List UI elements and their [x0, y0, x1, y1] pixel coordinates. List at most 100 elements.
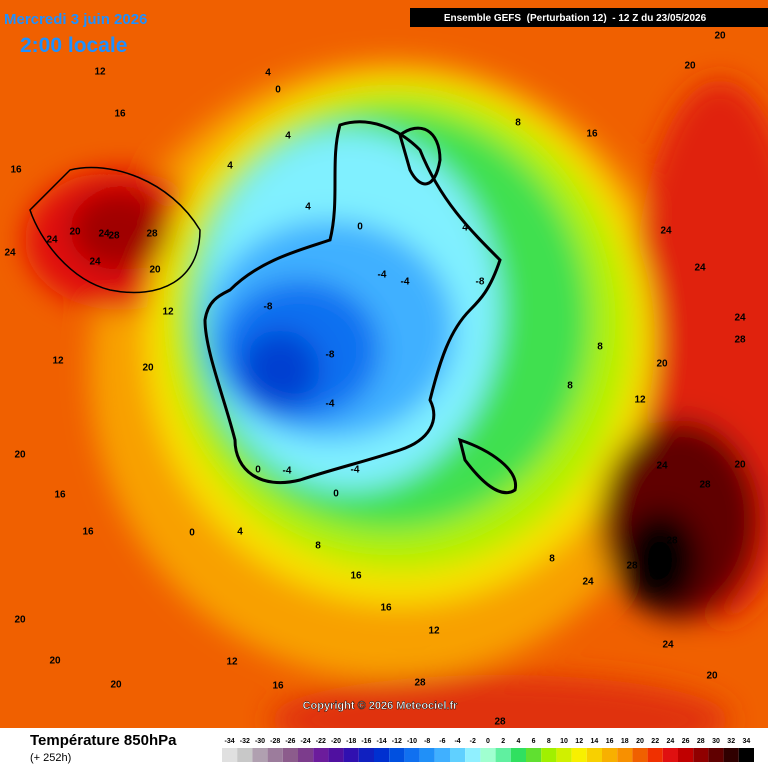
legend-tick: -30: [255, 738, 265, 745]
contour-label: 20: [14, 615, 26, 626]
legend-swatch: [480, 748, 496, 762]
contour-label: 28: [146, 229, 158, 240]
legend-swatch: [389, 748, 405, 762]
legend-swatch: [510, 748, 526, 762]
contour-label: 20: [734, 460, 746, 471]
legend-tick: -34: [225, 738, 235, 745]
run-info: Ensemble GEFS (Perturbation 12) - 12 Z d…: [444, 13, 707, 24]
contour-label: 20: [14, 450, 26, 461]
legend-swatch: [358, 748, 374, 762]
contour: [29, 166, 201, 294]
contour-label: 16: [114, 109, 126, 120]
legend-tick: -8: [424, 738, 430, 745]
zero-contour: [457, 437, 517, 495]
legend-swatch: [586, 748, 602, 762]
contour-label: 24: [662, 640, 674, 651]
contour-label: 0: [275, 85, 281, 96]
contour-label: 20: [49, 656, 61, 667]
legend-tick: -18: [346, 738, 356, 745]
contour-label: 4: [462, 223, 468, 234]
legend-swatch: [282, 748, 298, 762]
legend-swatch: [450, 748, 466, 762]
legend-tick: 28: [697, 738, 705, 745]
contour-label: 28: [108, 231, 120, 242]
contour-label: 16: [380, 603, 392, 614]
legend-tick: 30: [712, 738, 720, 745]
contour-label: 12: [162, 307, 174, 318]
legend-tick: -32: [240, 738, 250, 745]
legend-swatch: [222, 748, 238, 762]
contour-label: 20: [706, 671, 718, 682]
legend-swatch: [602, 748, 618, 762]
contour-label: 16: [586, 129, 598, 140]
legend-tick: 12: [575, 738, 583, 745]
legend-tick: -12: [392, 738, 402, 745]
legend-tick: 20: [636, 738, 644, 745]
contour-label: -4: [401, 277, 410, 288]
contour-label: 12: [94, 67, 106, 78]
contour-label: 20: [656, 359, 668, 370]
legend-tick: 14: [591, 738, 599, 745]
legend-swatch: [267, 748, 283, 762]
legend-swatch: [647, 748, 663, 762]
legend-swatch: [541, 748, 557, 762]
contour-label: 8: [549, 554, 555, 565]
contour-label: 12: [52, 356, 64, 367]
legend-tick: -26: [285, 738, 295, 745]
contour-label: 20: [69, 227, 81, 238]
contour-label: 28: [494, 717, 506, 728]
contour-label: -4: [326, 399, 335, 410]
contour-label: 4: [265, 68, 271, 79]
legend-tick: -24: [301, 738, 311, 745]
contour-label: 4: [237, 527, 243, 538]
legend-tick: 16: [606, 738, 614, 745]
legend-swatch: [419, 748, 435, 762]
contour-label: 12: [226, 657, 238, 668]
legend-swatch: [723, 748, 739, 762]
legend-swatch: [465, 748, 481, 762]
contour-label: 24: [4, 248, 16, 259]
contour-label: 4: [285, 131, 291, 142]
legend-tick: -22: [316, 738, 326, 745]
date: Mercredi 3 juin 2026: [4, 11, 147, 28]
contour-label: 24: [46, 235, 58, 246]
legend-tick: 10: [560, 738, 568, 745]
contour-label: 24: [660, 226, 672, 237]
contour-label: 24: [734, 313, 746, 324]
legend-swatch: [313, 748, 329, 762]
legend-swatch: [252, 748, 268, 762]
legend-swatch: [738, 748, 754, 762]
legend-swatch: [434, 748, 450, 762]
contour-label: 20: [684, 61, 696, 72]
legend-swatch: [571, 748, 587, 762]
contour-label: 4: [227, 161, 233, 172]
legend-tick: -20: [331, 738, 341, 745]
contour-label: -8: [264, 302, 273, 313]
legend-swatch: [678, 748, 694, 762]
legend-tick: 18: [621, 738, 629, 745]
legend-swatch: [495, 748, 511, 762]
legend-tick: 26: [682, 738, 690, 745]
contour-label: 12: [634, 395, 646, 406]
legend-tick: 2: [501, 738, 505, 745]
legend-tick: -6: [439, 738, 445, 745]
legend-swatch: [526, 748, 542, 762]
contour-label: 20: [142, 363, 154, 374]
local-time: 2:00 locale: [20, 34, 127, 57]
contour-label: 16: [82, 527, 94, 538]
contour-label: 16: [272, 681, 284, 692]
field: [0, 0, 768, 728]
legend-tick: 4: [516, 738, 520, 745]
contour-label: 16: [10, 165, 22, 176]
contour-label: 16: [54, 490, 66, 501]
legend-swatch: [298, 748, 314, 762]
legend-tick: -16: [361, 738, 371, 745]
legend-swatch: [662, 748, 678, 762]
contour-label: 16: [350, 571, 362, 582]
legend-tick: -10: [407, 738, 417, 745]
legend-swatch: [237, 748, 253, 762]
contour-label: 20: [714, 31, 726, 42]
contour-label: -8: [326, 350, 335, 361]
